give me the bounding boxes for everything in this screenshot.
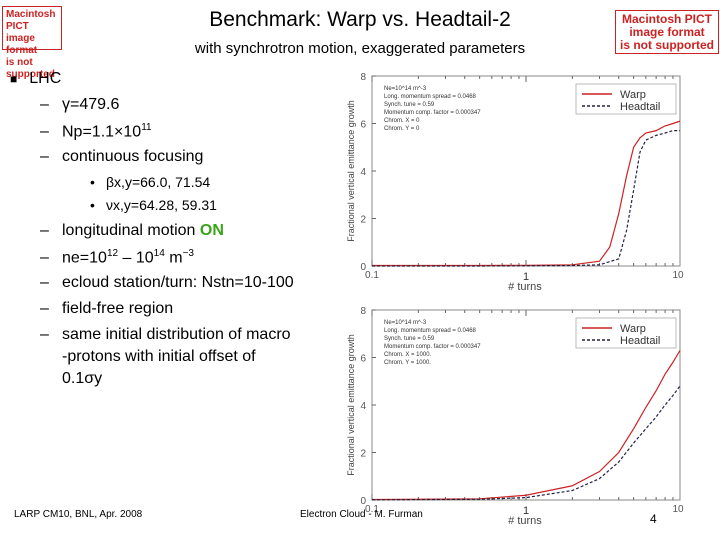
series-line-headtail [372,130,680,267]
bullet-gamma: – γ=479.6 [40,96,120,113]
x-tick-label: 10 [672,504,684,515]
x-tick-label: 10 [672,270,684,281]
y-tick-label: 8 [360,306,366,317]
info-text: Synch. tune = 0.59 [384,102,435,108]
pict-placeholder-left: Macintosh PICT image format is not suppo… [2,6,62,80]
bullet-initial: – same initial distribution of macro [40,326,291,343]
y-tick-label: 0 [360,496,366,507]
y-tick-label: 2 [360,449,366,460]
legend-label: Headtail [620,101,660,113]
y-tick-label: 4 [360,167,366,178]
pict-line: Macintosh PICT [621,12,712,26]
pict-line: image format [629,25,705,39]
info-text: Chrom. X = 1000. [384,352,432,358]
info-text: Chrom. Y = 1000. [384,360,431,366]
legend-label: Warp [620,89,646,101]
slide-subtitle: with synchrotron motion, exaggerated par… [194,40,526,57]
bullet-nu: • νx,y=64.28, 59.31 [90,197,217,213]
x-axis-label: # turns [508,515,542,527]
y-axis-label: Fractional vertical emittance growth [346,100,356,242]
y-axis-label: Fractional vertical emittance growth [346,334,356,476]
legend-box [575,83,677,115]
series-line-headtail [371,385,681,501]
x-tick-label: 0.1 [365,504,379,515]
chart-bottom: 0 2 4 6 8 0.1 1 10 # turns Fractional vertical em… [340,300,700,528]
bullet-lhc: ■ LHC [10,70,62,87]
info-text: Chrom. Y = 0 [384,126,420,132]
info-text: Long. momentum spread = 0.0468 [384,94,477,100]
bullet-longitudinal: – longitudinal motion ON [40,222,224,239]
footer-left: LARP CM10, BNL, Apr. 2008 [14,509,143,520]
pict-line: Macintosh PICT [6,9,56,32]
y-tick-label: 8 [360,72,366,83]
footer-center: Electron Cloud - M. Furman [300,509,423,520]
chart-top: 0 2 4 6 8 0.1 1 10 # turns Fractional vertical em… [340,66,700,294]
legend-label: Headtail [620,335,660,347]
slide-title: Benchmark: Warp vs. Headtail-2 [209,8,511,31]
info-text: Long. momentum spread = 0.0468 [384,328,477,334]
bullet-initial-cont: -protons with initial offset of [62,348,256,365]
square-bullet-icon: ■ [10,72,18,86]
pict-placeholder-right: Macintosh PICT image format is not suppo… [615,10,719,54]
legend-label: Warp [620,323,646,335]
bullet-initial-cont: 0.1σy [62,370,103,387]
series-line-warp [371,350,681,501]
x-tick-label: 0.1 [365,270,379,281]
pict-line: is not supported [620,38,714,52]
info-text: Ne=10^14 m^-3 [384,86,427,92]
info-text: Synch. tune = 0.59 [384,336,435,342]
y-tick-label: 2 [360,215,366,226]
y-tick-label: 0 [360,262,366,273]
bullet-ecloud: – ecloud station/turn: Nstn=10-100 [40,274,294,291]
x-tick-label: 1 [523,271,529,283]
page-number: 4 [650,512,657,526]
y-tick-label: 4 [360,401,366,412]
bullet-beta: • βx,y=66.0, 71.54 [90,174,211,190]
info-text: Chrom. X = 0 [384,118,420,124]
legend-box [575,317,677,349]
bullet-focusing: – continuous focusing [40,148,204,165]
info-text: Momentum comp. factor = 0.000347 [384,344,481,350]
bullet-np: – Np=1.1×1011 [40,122,152,141]
bullet-fieldfree: – field-free region [40,300,174,317]
pict-line: is not supported [6,57,55,80]
x-tick-label: 1 [523,505,529,517]
bullet-ne: – ne=1012 – 1014 m−3 [40,248,194,267]
y-tick-label: 6 [360,354,366,365]
y-tick-label: 6 [360,120,366,131]
x-axis-label: # turns [508,281,542,293]
info-text: Ne=10^14 m^-3 [384,320,427,326]
series-line-warp [372,120,681,267]
info-text: Momentum comp. factor = 0.000347 [384,110,481,116]
pict-line: image format [6,33,38,56]
